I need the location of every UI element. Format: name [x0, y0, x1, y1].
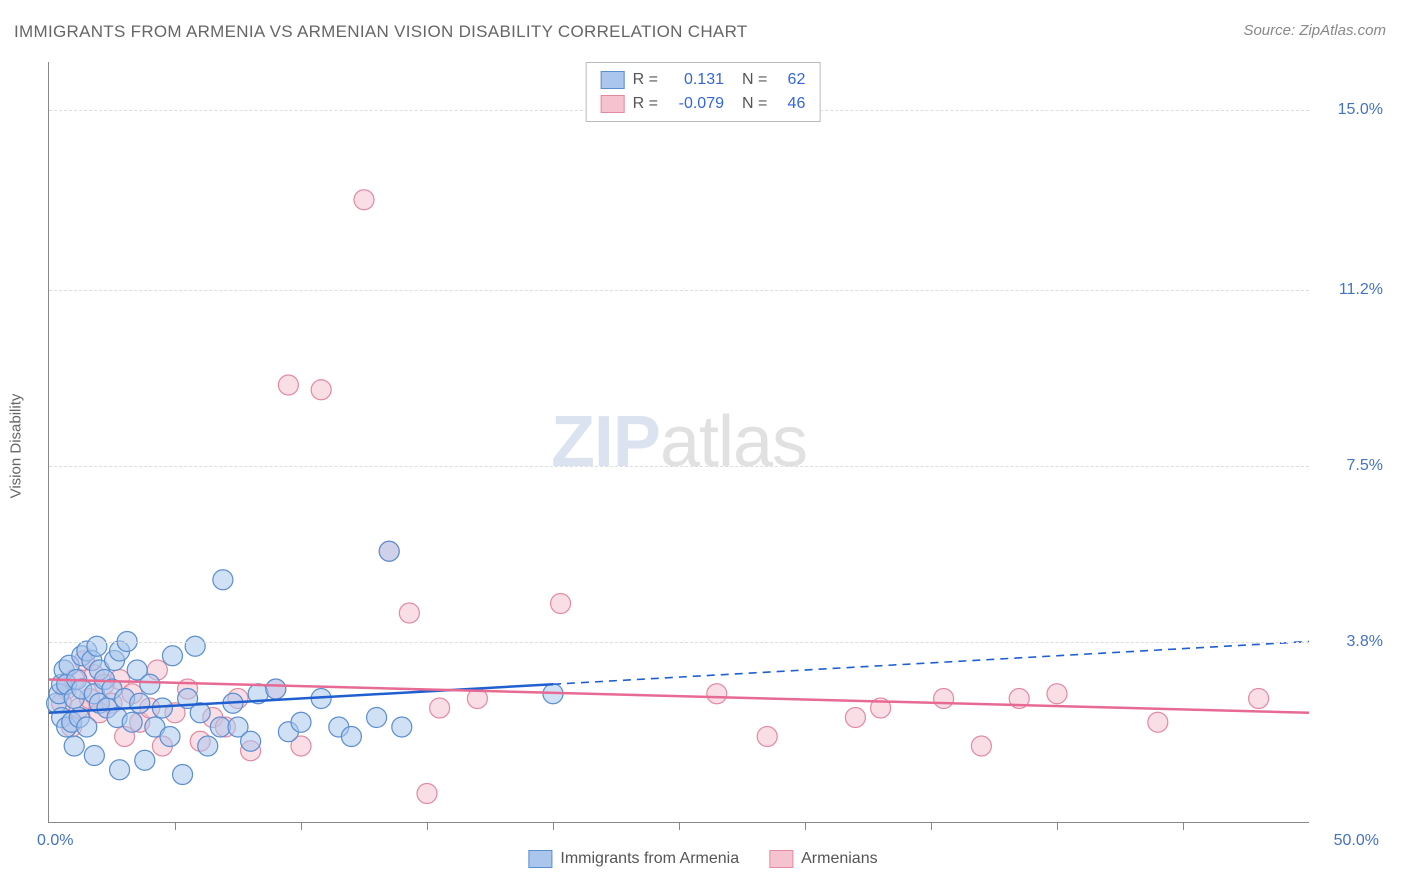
y-tick-label: 3.8% — [1347, 633, 1383, 651]
series1-point — [135, 750, 155, 770]
x-tick — [1183, 822, 1184, 830]
n-value: 62 — [775, 68, 805, 92]
series-legend-label: Immigrants from Armenia — [560, 850, 739, 868]
series2-point — [1148, 712, 1168, 732]
series1-point — [213, 570, 233, 590]
series2-point — [707, 684, 727, 704]
x-tick — [805, 822, 806, 830]
chart-title: IMMIGRANTS FROM ARMENIA VS ARMENIAN VISI… — [14, 22, 748, 42]
series2-point — [971, 736, 991, 756]
series2-point — [934, 689, 954, 709]
n-label: N = — [742, 68, 767, 92]
r-value: -0.079 — [666, 92, 724, 116]
legend-swatch — [601, 71, 625, 89]
series1-point — [173, 765, 193, 785]
plot-area: ZIPatlas 0.0% 50.0% 3.8%7.5%11.2%15.0% — [48, 62, 1309, 823]
legend-swatch — [528, 850, 552, 868]
series1-point — [87, 636, 107, 656]
r-label: R = — [633, 92, 658, 116]
series1-point — [341, 727, 361, 747]
series1-point — [392, 717, 412, 737]
series1-point — [140, 674, 160, 694]
x-tick — [427, 822, 428, 830]
trend-line-series1-dashed — [553, 642, 1309, 685]
series1-point — [64, 736, 84, 756]
corr-legend-row: R = 0.131 N = 62 — [601, 68, 806, 92]
source-attribution: Source: ZipAtlas.com — [1243, 22, 1386, 39]
r-label: R = — [633, 68, 658, 92]
x-tick — [175, 822, 176, 830]
series2-point — [417, 784, 437, 804]
series1-point — [130, 693, 150, 713]
corr-legend-row: R = -0.079 N = 46 — [601, 92, 806, 116]
x-tick — [1057, 822, 1058, 830]
series2-point — [551, 594, 571, 614]
y-tick-label: 11.2% — [1339, 281, 1383, 299]
series1-point — [77, 717, 97, 737]
series1-point — [160, 727, 180, 747]
series1-point — [84, 746, 104, 766]
series1-point — [291, 712, 311, 732]
grid-line — [49, 466, 1309, 467]
correlation-legend: R = 0.131 N = 62 R = -0.079 N = 46 — [586, 62, 821, 122]
series2-point — [845, 708, 865, 728]
r-value: 0.131 — [666, 68, 724, 92]
y-tick-label: 7.5% — [1347, 457, 1383, 475]
series2-point — [757, 727, 777, 747]
chart-svg — [49, 62, 1309, 822]
series1-point — [367, 708, 387, 728]
x-tick — [553, 822, 554, 830]
series1-point — [152, 698, 172, 718]
series2-point — [399, 603, 419, 623]
series1-point — [110, 760, 130, 780]
series-legend-item: Immigrants from Armenia — [528, 850, 739, 868]
series2-point — [354, 190, 374, 210]
series1-point — [122, 712, 142, 732]
series1-point — [185, 636, 205, 656]
series2-point — [311, 380, 331, 400]
series1-point — [198, 736, 218, 756]
y-tick-label: 15.0% — [1338, 101, 1383, 119]
series1-point — [379, 541, 399, 561]
x-tick — [931, 822, 932, 830]
n-label: N = — [742, 92, 767, 116]
series1-point — [162, 646, 182, 666]
series-legend-item: Armenians — [769, 850, 877, 868]
series1-point — [241, 731, 261, 751]
legend-swatch — [769, 850, 793, 868]
grid-line — [49, 290, 1309, 291]
series-legend: Immigrants from Armenia Armenians — [528, 850, 877, 868]
x-origin-label: 0.0% — [37, 832, 73, 850]
x-tick — [301, 822, 302, 830]
legend-swatch — [601, 95, 625, 113]
series-legend-label: Armenians — [801, 850, 877, 868]
x-tick — [679, 822, 680, 830]
grid-line — [49, 642, 1309, 643]
series1-point — [266, 679, 286, 699]
series2-point — [1047, 684, 1067, 704]
series2-point — [278, 375, 298, 395]
series2-point — [430, 698, 450, 718]
x-max-label: 50.0% — [1334, 832, 1379, 850]
y-axis-label: Vision Disability — [8, 394, 25, 499]
series1-point — [210, 717, 230, 737]
series2-point — [1249, 689, 1269, 709]
n-value: 46 — [775, 92, 805, 116]
